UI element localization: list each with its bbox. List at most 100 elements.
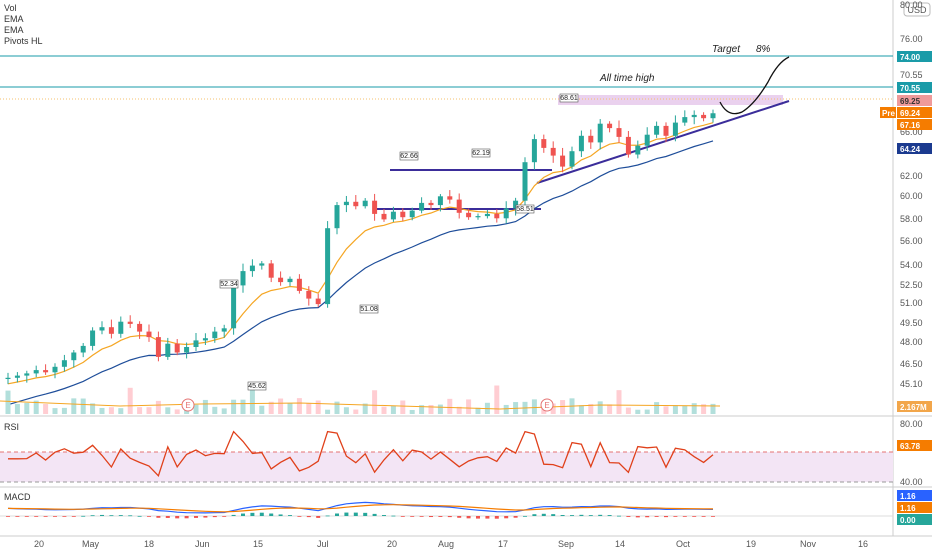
candle[interactable] — [118, 321, 124, 334]
candle[interactable] — [494, 213, 500, 219]
candle[interactable] — [174, 343, 180, 353]
pivot-label[interactable]: 52.34 — [219, 279, 239, 289]
ath-annotation[interactable]: All time high — [599, 73, 655, 84]
macd-tag[interactable]: 1.16 — [897, 502, 932, 513]
candle[interactable] — [644, 134, 650, 146]
candle[interactable] — [249, 265, 255, 272]
candle[interactable] — [672, 122, 678, 136]
candle[interactable] — [268, 263, 274, 278]
currency-button[interactable]: USD — [903, 2, 931, 17]
candle[interactable] — [259, 263, 265, 266]
macd-label[interactable]: MACD — [4, 492, 31, 502]
price-tag-ema-fast[interactable]: 67.16 — [897, 119, 932, 130]
price-tag-zone[interactable]: 69.25 — [897, 95, 932, 106]
candle[interactable] — [682, 117, 688, 123]
candle[interactable] — [127, 321, 133, 324]
candle[interactable] — [691, 114, 697, 118]
candle[interactable] — [663, 125, 669, 136]
ema-slow-line[interactable] — [7, 140, 714, 406]
price-tag-target[interactable]: 74.00 — [897, 51, 932, 62]
time-axis[interactable]: 20 May 18 Jun 15 Jul 20 Aug 17 Sep 14 Oc… — [34, 539, 868, 549]
candle[interactable] — [531, 139, 537, 163]
candle[interactable] — [353, 201, 359, 207]
candle[interactable] — [362, 200, 368, 207]
candle[interactable] — [550, 147, 556, 156]
earnings-marker[interactable]: E — [181, 398, 195, 412]
candle[interactable] — [296, 278, 302, 291]
candle[interactable] — [61, 360, 67, 367]
candle[interactable] — [447, 196, 453, 200]
candle[interactable] — [522, 162, 528, 201]
candle[interactable] — [202, 338, 208, 341]
candle[interactable] — [165, 343, 171, 357]
candle[interactable] — [5, 377, 11, 379]
ema-fast-line[interactable] — [7, 122, 714, 385]
legend-item-ema-slow[interactable]: EMA — [4, 25, 24, 35]
candle[interactable] — [710, 113, 716, 119]
candle[interactable] — [146, 331, 152, 338]
legend-item-vol[interactable]: Vol — [4, 3, 17, 13]
candle[interactable] — [654, 125, 660, 135]
pivot-label[interactable]: 62.66 — [399, 151, 419, 161]
candle[interactable] — [212, 331, 218, 339]
candle[interactable] — [381, 213, 387, 220]
candle[interactable] — [334, 205, 340, 229]
pivot-label[interactable]: 58.51 — [515, 204, 535, 214]
candle[interactable] — [456, 199, 462, 213]
candle[interactable] — [597, 123, 603, 143]
pre-badge[interactable]: Pre — [880, 107, 896, 118]
candle[interactable] — [616, 128, 622, 137]
candle[interactable] — [466, 212, 472, 218]
candle[interactable] — [184, 347, 190, 353]
candle[interactable] — [108, 327, 114, 334]
candle[interactable] — [372, 200, 378, 214]
candle[interactable] — [278, 277, 284, 283]
candle[interactable] — [484, 213, 490, 217]
candle[interactable] — [52, 366, 58, 373]
candle[interactable] — [513, 200, 519, 209]
trendline[interactable] — [536, 100, 790, 184]
candle[interactable] — [400, 211, 406, 218]
projection-curve[interactable] — [719, 56, 790, 115]
rsi-value-tag[interactable]: 63.78 — [897, 440, 932, 451]
candle[interactable] — [428, 202, 434, 206]
candle[interactable] — [90, 330, 96, 346]
candle[interactable] — [14, 375, 20, 378]
candle[interactable] — [155, 337, 161, 357]
macd-signal-line[interactable] — [7, 504, 714, 513]
candle[interactable] — [325, 228, 331, 305]
rsi-line[interactable] — [8, 430, 714, 478]
legend-item-ema-fast[interactable]: EMA — [4, 14, 24, 24]
candle[interactable] — [588, 135, 594, 143]
candle[interactable] — [437, 196, 443, 206]
candle[interactable] — [343, 201, 349, 206]
candle[interactable] — [409, 210, 415, 218]
candle[interactable] — [193, 340, 199, 347]
candle[interactable] — [287, 278, 293, 283]
candle[interactable] — [390, 211, 396, 220]
earnings-marker[interactable]: E — [540, 398, 554, 412]
candle[interactable] — [475, 216, 481, 218]
candle[interactable] — [315, 298, 321, 305]
candle[interactable] — [625, 136, 631, 155]
candle[interactable] — [419, 202, 425, 211]
macd-tag[interactable]: 1.16 — [897, 490, 932, 501]
candle[interactable] — [306, 290, 312, 299]
legend-item-pivots[interactable]: Pivots HL — [4, 36, 43, 46]
candle[interactable] — [33, 370, 39, 374]
candle[interactable] — [635, 145, 641, 155]
macd-tag[interactable]: 0.00 — [897, 514, 932, 525]
candle[interactable] — [701, 114, 707, 119]
candle[interactable] — [43, 370, 49, 373]
macd-line[interactable] — [7, 501, 714, 514]
pivot-label[interactable]: 68.61 — [559, 93, 579, 103]
candle[interactable] — [240, 271, 246, 286]
candle[interactable] — [503, 208, 509, 219]
candle[interactable] — [71, 352, 77, 361]
price-tag-ath[interactable]: 70.55 — [897, 82, 932, 93]
candle[interactable] — [541, 139, 547, 148]
candle[interactable] — [24, 373, 30, 376]
candle[interactable] — [578, 135, 584, 152]
candle[interactable] — [137, 323, 143, 332]
price-axis[interactable]: 80.00 76.00 70.55 66.00 62.00 60.00 58.0… — [900, 0, 923, 389]
